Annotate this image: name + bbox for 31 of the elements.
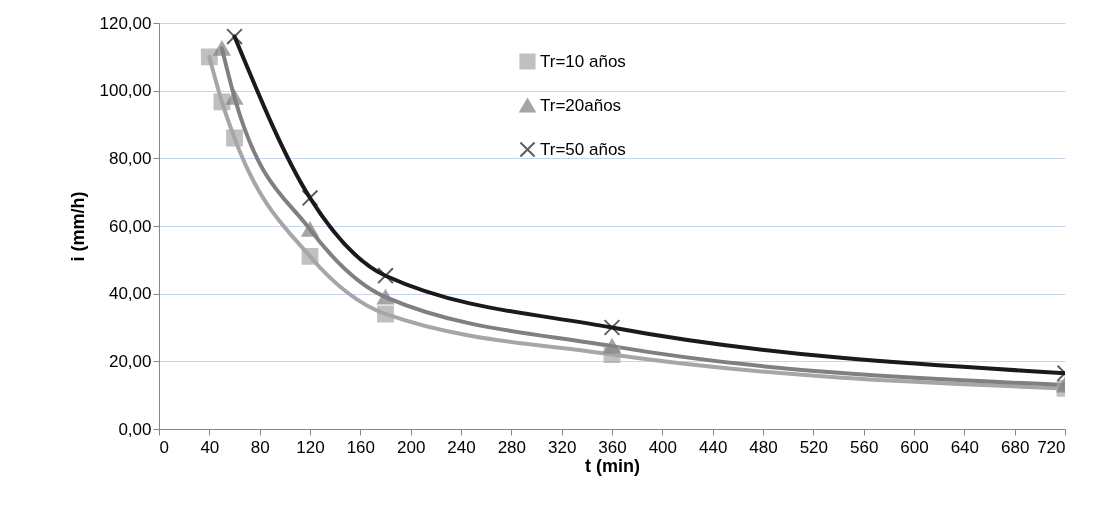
x-tick-label: 240 [447, 437, 476, 457]
x-tick-label: 120 [296, 437, 325, 457]
x-tick-label: 280 [497, 437, 527, 457]
x-tick-label: 0 [159, 437, 169, 457]
x-tick-label: 160 [346, 437, 376, 457]
x-tick-label: 40 [200, 437, 220, 457]
y-tick-label: 0,00 [118, 419, 152, 439]
x-tick-label: 480 [749, 437, 778, 457]
x-tick-label: 640 [950, 437, 980, 457]
x-tick-label: 520 [799, 437, 829, 457]
legend-label: Tr=50 años [540, 139, 626, 159]
x-tick-label: 440 [698, 437, 728, 457]
x-tick-label: 600 [900, 437, 929, 457]
x-tick-label: 200 [396, 437, 426, 457]
y-tick-label: 100,00 [99, 81, 152, 101]
x-tick-label: 720 [1037, 437, 1066, 457]
y-axis-title: i (mm/h) [67, 191, 88, 262]
y-tick-label: 60,00 [108, 216, 152, 236]
y-tick-label: 20,00 [108, 351, 152, 371]
legend-label: Tr=10 años [540, 51, 626, 71]
x-axis-title: t (min) [585, 455, 640, 476]
x-tick-label: 360 [598, 437, 627, 457]
x-tick-label: 680 [1000, 437, 1030, 457]
x-tick-label: 400 [648, 437, 678, 457]
x-tick-label: 80 [250, 437, 270, 457]
y-tick-label: 80,00 [108, 148, 152, 168]
y-tick-label: 120,00 [99, 13, 152, 33]
legend-label: Tr=20años [540, 95, 622, 115]
y-tick-label: 40,00 [108, 284, 152, 304]
x-tick-label: 560 [849, 437, 879, 457]
x-tick-label: 320 [547, 437, 577, 457]
